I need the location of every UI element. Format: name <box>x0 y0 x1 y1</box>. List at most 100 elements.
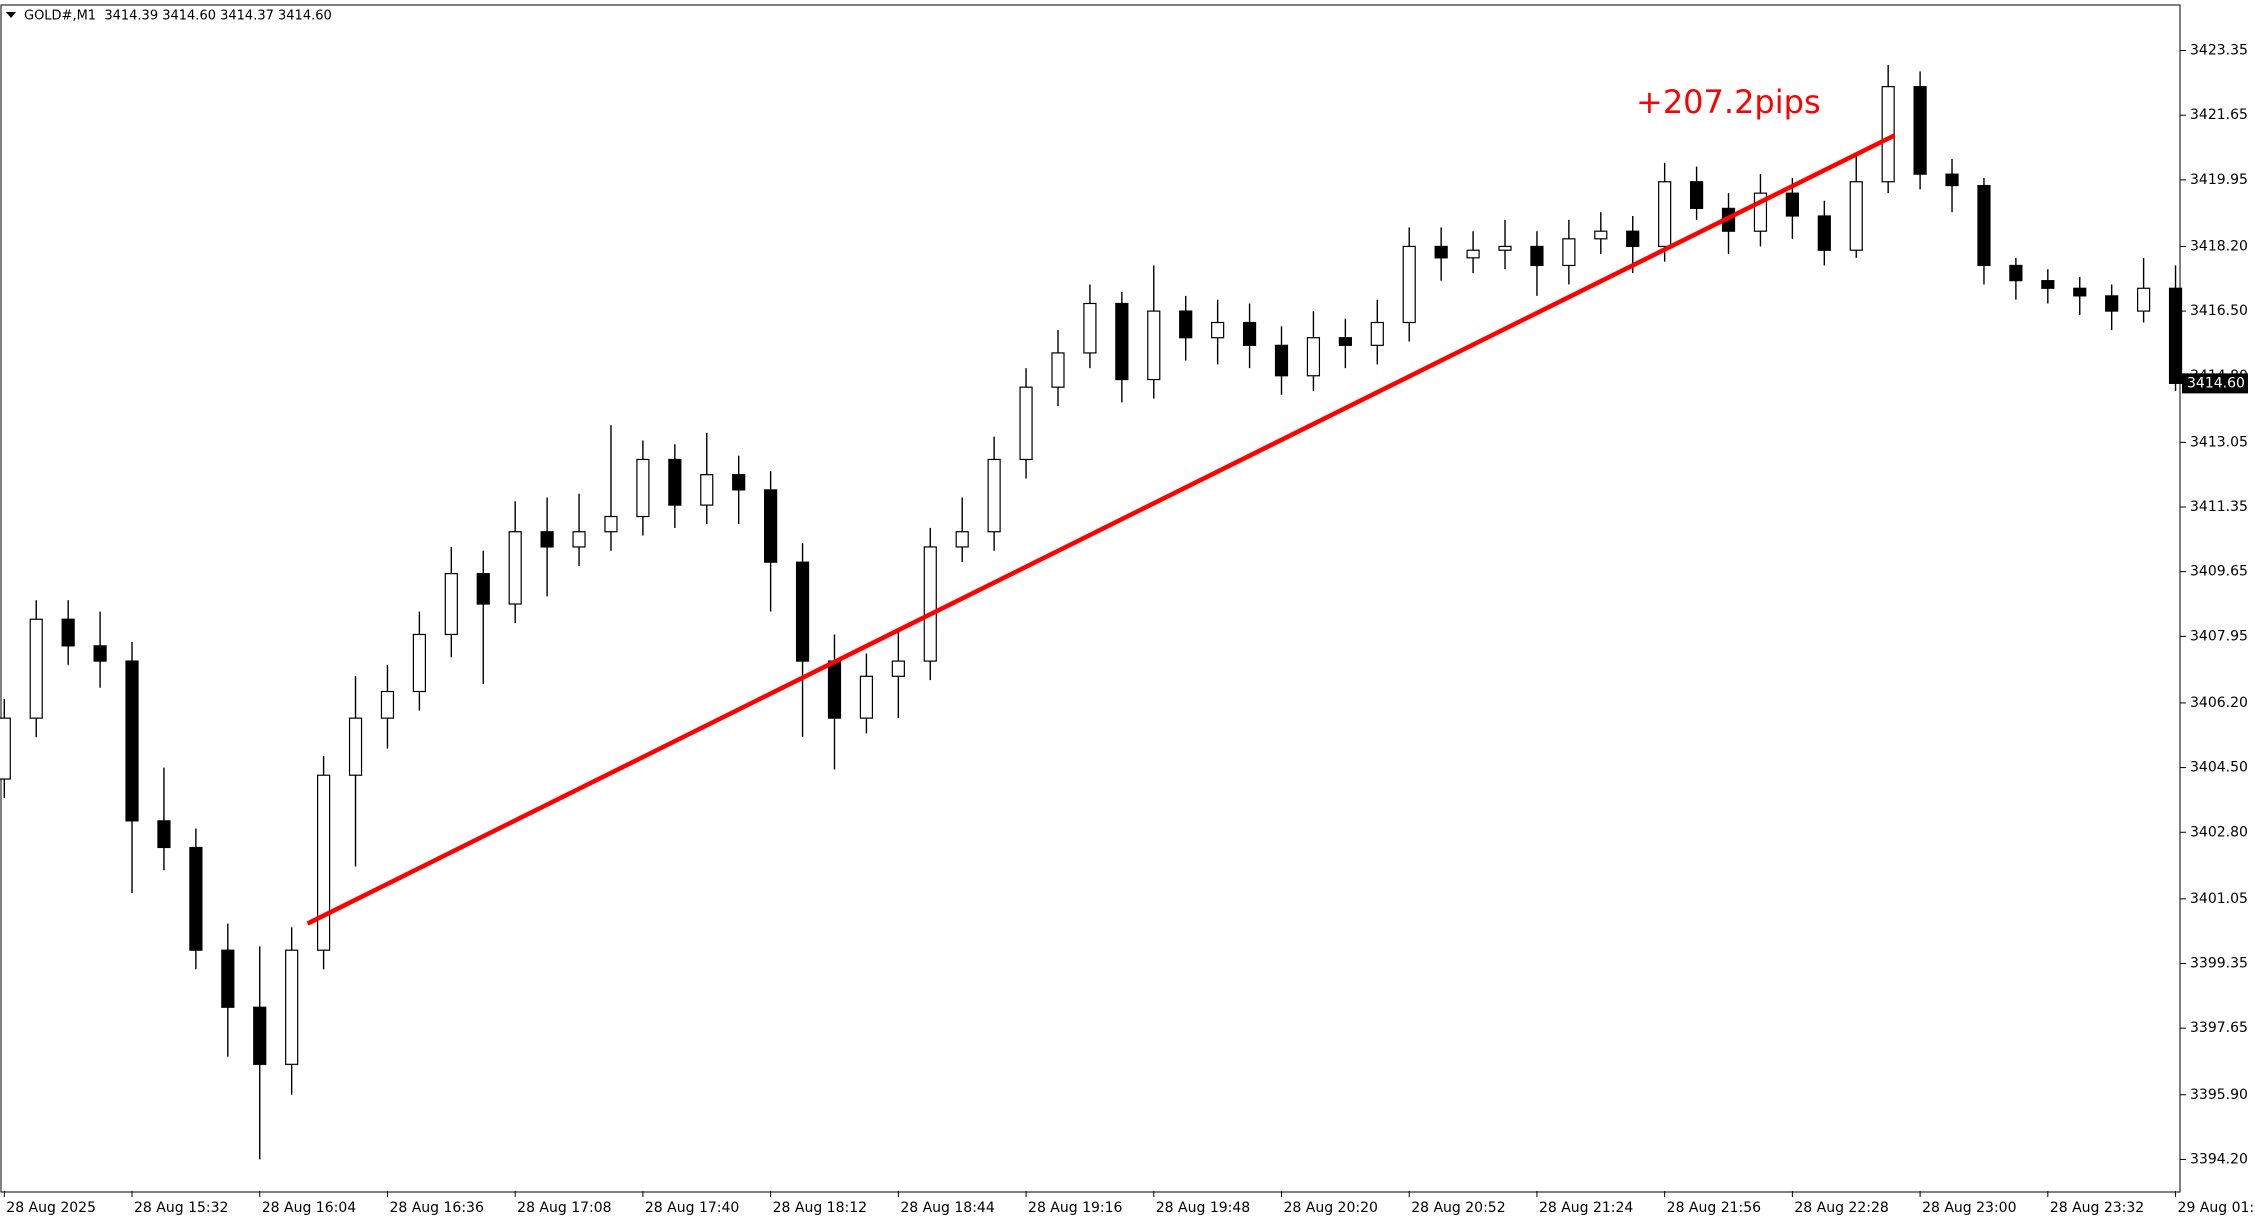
candle-body <box>1019 386 1033 461</box>
candle-body <box>93 645 107 662</box>
candle-body <box>61 618 75 647</box>
candle-body <box>1211 321 1225 339</box>
candle-body <box>636 458 650 518</box>
candle-body <box>317 774 331 951</box>
candle-body <box>859 675 874 719</box>
y-tick-label: 3402.80 <box>2190 824 2248 840</box>
trendline <box>306 133 1896 926</box>
candle-body <box>2105 295 2119 312</box>
y-tick-label: 3406.20 <box>2190 695 2248 711</box>
y-tick-label: 3411.35 <box>2190 499 2248 515</box>
candle-body <box>1498 245 1512 251</box>
y-tick-label: 3397.65 <box>2190 1020 2248 1036</box>
candle-body <box>1658 181 1672 248</box>
candle-body <box>1817 215 1831 251</box>
y-tick-label: 3409.65 <box>2190 564 2248 580</box>
candle-body <box>1977 184 1991 267</box>
candle-body <box>1785 192 1799 217</box>
x-tick-label: 29 Aug 01:04 <box>2178 1200 2255 1216</box>
candle-body <box>508 531 522 605</box>
y-tick-label: 3394.20 <box>2190 1151 2248 1167</box>
x-tick-label: 28 Aug 2025 <box>6 1200 96 1216</box>
y-tick-label: 3416.50 <box>2190 303 2248 319</box>
candle-body <box>1913 86 1927 175</box>
y-tick-label: 3395.90 <box>2190 1087 2248 1103</box>
candle-body <box>1530 245 1544 267</box>
candle-body <box>125 660 139 822</box>
candle-body <box>1466 249 1480 259</box>
candle-body <box>2137 287 2151 312</box>
x-tick-label: 28 Aug 19:48 <box>1156 1200 1250 1216</box>
y-tick-label: 3407.95 <box>2190 628 2248 644</box>
candle-body <box>700 474 714 506</box>
candle-body <box>380 690 395 719</box>
candle-body <box>891 660 905 677</box>
candle-body <box>1115 302 1129 381</box>
chart-header: GOLD#,M1 3414.39 3414.60 3414.37 3414.60 <box>24 9 332 24</box>
candle-body <box>2041 280 2055 289</box>
candle-body <box>764 489 778 563</box>
candle-body <box>1594 230 1608 240</box>
y-tick-label: 3404.50 <box>2190 760 2248 776</box>
candle-body <box>2009 264 2023 282</box>
candle-body <box>540 531 554 548</box>
trendline-label: +207.2pips <box>1636 83 1821 121</box>
candle-body <box>1402 245 1416 324</box>
candle-body <box>1083 302 1097 354</box>
y-tick-label: 3418.20 <box>2190 238 2248 254</box>
candle-body <box>29 618 43 719</box>
candle-body <box>1242 321 1257 346</box>
candle-body <box>1338 337 1352 346</box>
x-tick-label: 28 Aug 17:08 <box>517 1200 611 1216</box>
candle-body <box>1370 321 1384 346</box>
candle-body <box>285 949 299 1065</box>
y-tick-label: 3419.95 <box>2190 172 2248 188</box>
candle-body <box>1626 230 1640 248</box>
candle-body <box>732 474 746 491</box>
x-tick-label: 28 Aug 21:56 <box>1667 1200 1761 1216</box>
current-price-label: 3414.60 <box>2187 375 2245 391</box>
candle-body <box>412 633 426 693</box>
candle-body <box>604 515 618 533</box>
candle-body <box>476 572 490 605</box>
candle-body <box>253 1006 267 1065</box>
y-tick-label: 3423.35 <box>2190 43 2248 59</box>
y-tick-label: 3421.65 <box>2190 107 2248 123</box>
candle-body <box>955 531 969 548</box>
candle-body <box>1945 173 1959 187</box>
x-tick-label: 28 Aug 20:52 <box>1411 1200 1505 1216</box>
x-tick-label: 28 Aug 23:00 <box>1922 1200 2016 1216</box>
y-tick-label: 3399.35 <box>2190 956 2248 972</box>
candle-body <box>1306 337 1321 377</box>
candle-body <box>1881 86 1895 183</box>
x-tick-label: 28 Aug 18:12 <box>773 1200 867 1216</box>
candle-body <box>1562 238 1576 267</box>
x-tick-label: 28 Aug 17:40 <box>645 1200 739 1216</box>
x-tick-label: 28 Aug 18:44 <box>900 1200 994 1216</box>
plot-frame <box>0 4 2181 1193</box>
x-tick-label: 28 Aug 21:24 <box>1539 1200 1633 1216</box>
x-tick-label: 28 Aug 22:28 <box>1794 1200 1888 1216</box>
candle-body <box>827 660 842 719</box>
x-tick-label: 28 Aug 19:16 <box>1028 1200 1122 1216</box>
candle-body <box>1274 344 1289 377</box>
x-tick-label: 28 Aug 20:20 <box>1284 1200 1378 1216</box>
candle-body <box>1179 310 1193 339</box>
candle-body <box>795 561 810 662</box>
candle-body <box>1147 310 1161 381</box>
y-tick-label: 3401.05 <box>2190 891 2248 907</box>
x-tick-label: 28 Aug 16:36 <box>389 1200 483 1216</box>
candle-body <box>668 458 682 506</box>
candle-body <box>348 717 363 776</box>
candle-body <box>444 572 458 636</box>
candle-body <box>1051 352 1065 388</box>
candle-body <box>987 458 1001 533</box>
current-price-box <box>2182 373 2248 394</box>
menu-arrow[interactable] <box>6 12 16 18</box>
x-tick-label: 28 Aug 15:32 <box>134 1200 228 1216</box>
candle-body <box>157 820 171 849</box>
x-tick-label: 28 Aug 23:32 <box>2050 1200 2144 1216</box>
candle-body <box>189 846 203 951</box>
